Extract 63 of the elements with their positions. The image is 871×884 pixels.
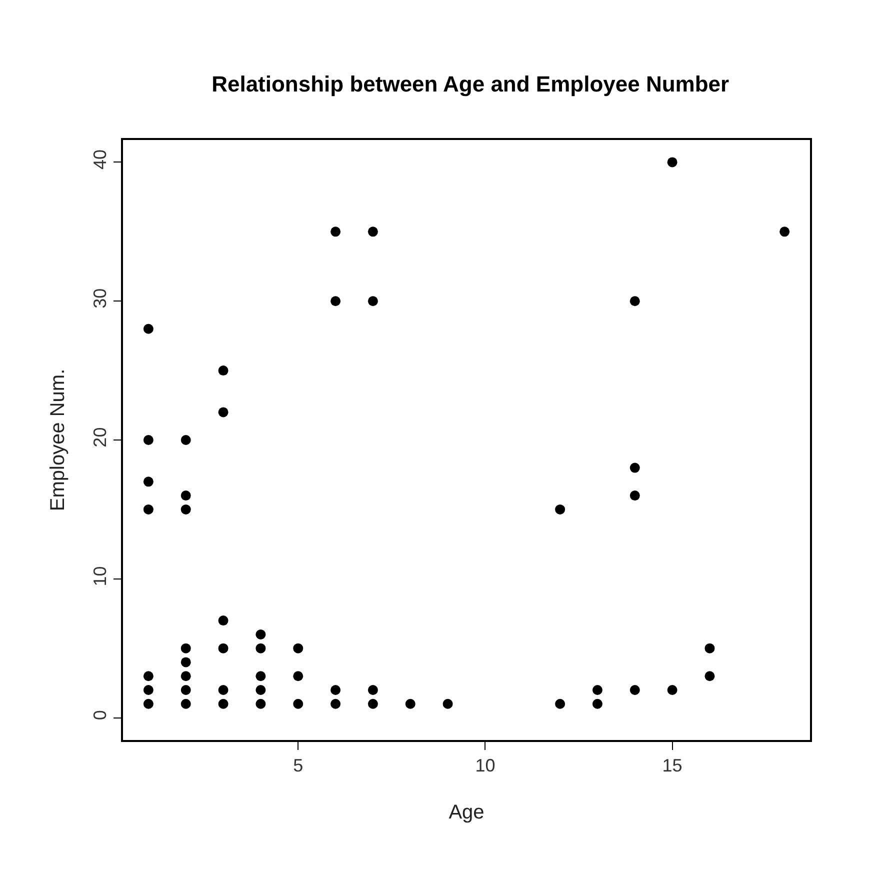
point — [592, 698, 602, 709]
point — [442, 698, 453, 709]
point — [256, 698, 266, 709]
point — [667, 685, 678, 695]
point — [180, 685, 191, 695]
point — [293, 671, 304, 682]
point — [218, 698, 228, 709]
point — [368, 296, 378, 306]
point — [143, 476, 154, 487]
point — [218, 643, 228, 654]
point — [180, 490, 191, 501]
point — [143, 435, 154, 445]
x-tick-label: 10 — [475, 755, 496, 776]
x-tick-label: 5 — [293, 755, 304, 776]
point — [704, 643, 715, 654]
point — [293, 698, 304, 709]
point — [218, 366, 228, 376]
point — [555, 504, 566, 514]
point — [143, 504, 154, 514]
point — [143, 698, 154, 709]
point — [143, 671, 154, 682]
x-axis-title: Age — [448, 801, 484, 824]
point — [630, 490, 640, 501]
point — [630, 685, 640, 695]
chart-title: Relationship between Age and Employee Number — [212, 72, 730, 97]
point — [256, 643, 266, 654]
point — [218, 407, 228, 418]
y-tick-label: 10 — [90, 566, 110, 586]
point — [330, 698, 341, 709]
point — [330, 296, 341, 306]
point — [218, 616, 228, 626]
point — [256, 671, 266, 682]
point — [368, 226, 378, 237]
point — [330, 226, 341, 237]
point — [630, 462, 640, 473]
point — [180, 504, 191, 514]
point — [405, 698, 416, 709]
point — [218, 685, 228, 695]
point — [368, 698, 378, 709]
point — [780, 226, 790, 237]
point — [180, 435, 191, 445]
point — [180, 671, 191, 682]
y-tick-label: 0 — [90, 710, 110, 720]
point — [704, 671, 715, 682]
point — [180, 657, 191, 668]
point — [180, 698, 191, 709]
point — [330, 685, 341, 695]
y-tick-label: 20 — [90, 427, 110, 448]
point — [667, 157, 678, 168]
point — [592, 685, 602, 695]
point — [180, 643, 191, 654]
y-axis-title: Employee Num. — [47, 368, 70, 512]
point — [143, 685, 154, 695]
y-tick-label: 40 — [90, 150, 110, 170]
point — [555, 698, 566, 709]
point — [368, 685, 378, 695]
point — [256, 629, 266, 640]
point — [293, 643, 304, 654]
point — [143, 324, 154, 334]
point — [256, 685, 266, 695]
y-tick-label: 30 — [90, 288, 110, 308]
point — [630, 296, 640, 306]
x-tick-label: 15 — [662, 755, 682, 776]
